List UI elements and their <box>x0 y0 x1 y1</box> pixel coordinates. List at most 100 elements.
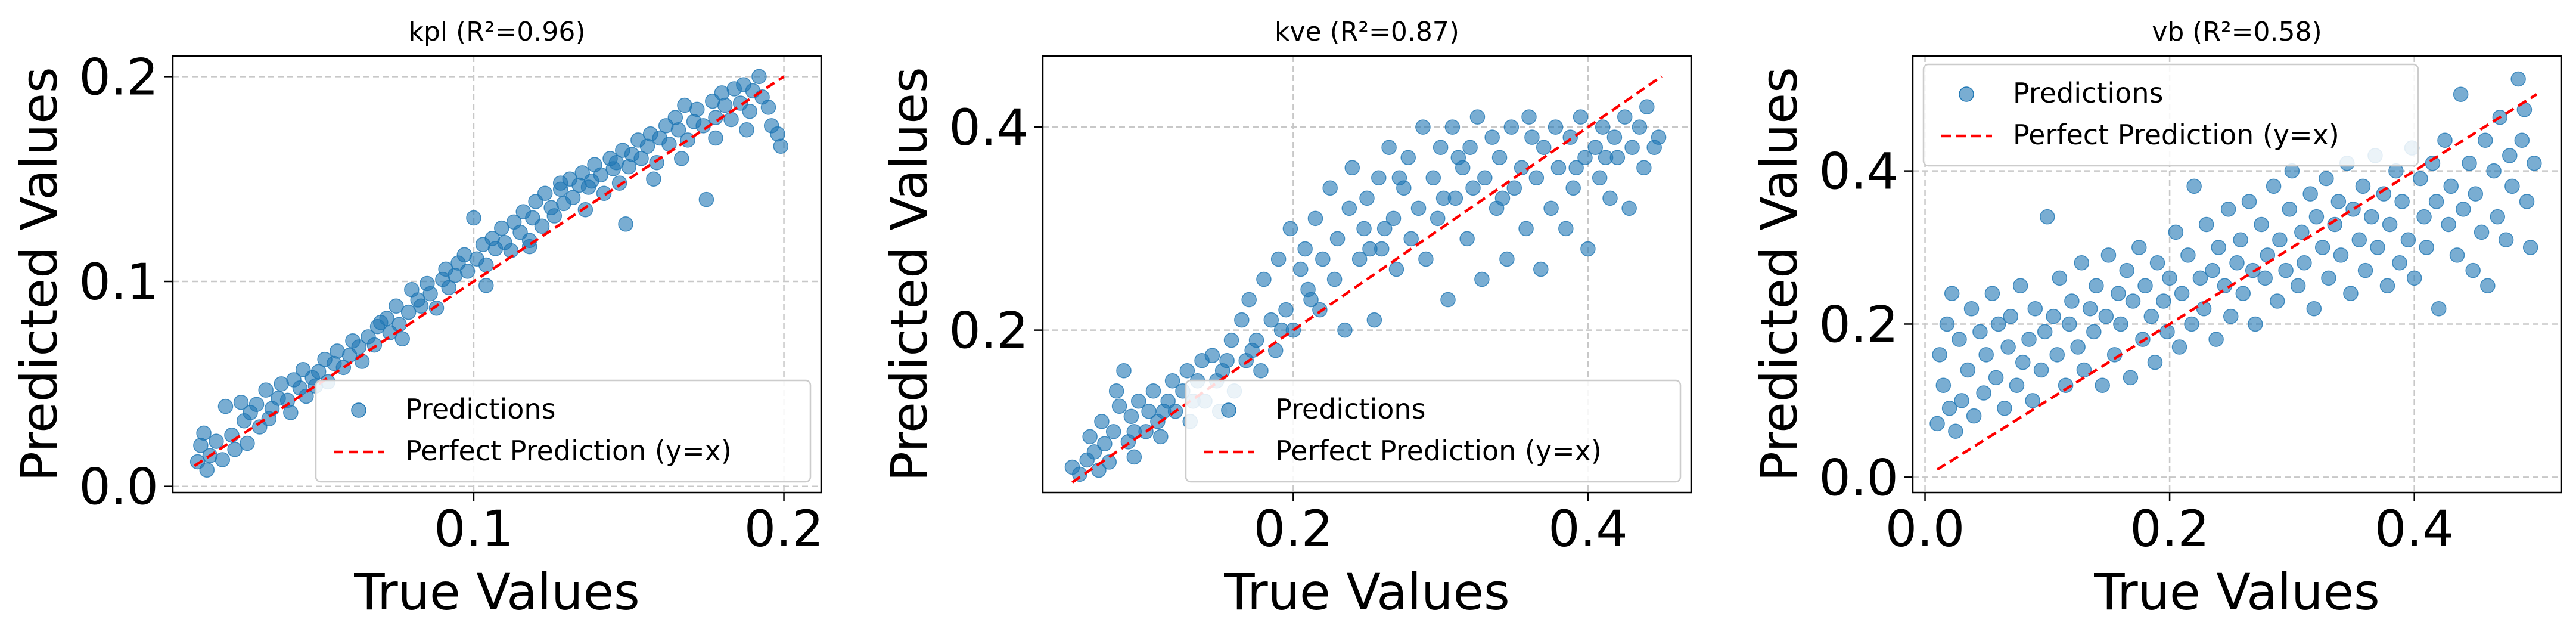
data-point <box>2003 308 2018 324</box>
data-point <box>534 218 550 234</box>
data-point <box>2297 255 2312 271</box>
data-point <box>2046 308 2061 324</box>
data-point <box>1990 316 2006 332</box>
data-point <box>1130 394 1146 409</box>
y-axis-title: Predicted Values <box>880 67 939 481</box>
data-point <box>2186 178 2202 194</box>
data-point <box>1972 324 1988 340</box>
data-point <box>1097 436 1113 452</box>
data-point <box>1410 200 1427 216</box>
data-point <box>1939 316 1955 332</box>
data-point <box>1997 400 2012 416</box>
data-point <box>1371 170 1387 186</box>
data-point <box>1580 241 1596 257</box>
data-point <box>1337 322 1353 338</box>
data-point <box>1521 109 1537 125</box>
x-tick-label: 0.2 <box>1254 500 1334 558</box>
data-point <box>1465 180 1481 196</box>
data-point <box>2498 232 2514 247</box>
legend-label-predictions: Predictions <box>405 393 555 425</box>
data-point <box>1558 221 1574 237</box>
data-point <box>1976 385 1991 401</box>
data-point <box>2058 377 2074 393</box>
data-point <box>2241 194 2257 209</box>
data-point <box>1116 363 1132 379</box>
data-point <box>2449 247 2465 263</box>
y-tick-label: 0.4 <box>1819 143 1898 201</box>
data-point <box>2490 209 2506 225</box>
data-point <box>1111 398 1127 414</box>
data-point <box>1550 160 1567 176</box>
data-point <box>577 202 593 218</box>
x-axis-title: True Values <box>353 563 640 621</box>
data-point <box>413 298 429 314</box>
data-point <box>209 433 224 449</box>
legend: Predictions Perfect Prediction (y=x) <box>315 379 812 483</box>
data-point <box>2074 255 2090 271</box>
data-point <box>2413 171 2428 187</box>
data-point <box>2233 232 2248 247</box>
data-point <box>1126 449 1142 465</box>
data-point <box>2392 255 2407 271</box>
data-point <box>2168 224 2184 240</box>
data-point <box>1270 251 1287 267</box>
data-point <box>596 185 612 202</box>
data-point <box>593 167 609 183</box>
data-point <box>2100 247 2117 263</box>
data-point <box>552 175 568 191</box>
data-point <box>2376 186 2392 202</box>
data-point <box>2052 270 2068 286</box>
data-point <box>1469 109 1486 125</box>
data-point <box>2522 240 2538 255</box>
data-point <box>1307 210 1323 227</box>
data-point <box>1179 363 1195 379</box>
data-point <box>2437 132 2453 148</box>
data-point <box>1263 312 1279 328</box>
data-point <box>2302 186 2318 202</box>
data-point <box>2000 339 2016 355</box>
data-point <box>1935 377 1952 393</box>
data-point <box>2208 332 2224 347</box>
legend-label-perfect-prediction: Perfect Prediction (y=x) <box>405 435 732 467</box>
legend-label-predictions: Predictions <box>2013 77 2163 109</box>
data-point <box>1952 332 1967 347</box>
data-point <box>2419 240 2434 255</box>
data-point <box>1108 383 1124 399</box>
data-point <box>1587 140 1604 155</box>
data-point <box>2282 202 2298 217</box>
legend: Predictions Perfect Prediction (y=x) <box>1922 63 2419 167</box>
data-point <box>227 442 243 457</box>
data-point <box>646 171 661 187</box>
data-point <box>2327 216 2342 233</box>
x-tick-label: 0.4 <box>1548 500 1628 558</box>
data-point <box>2095 377 2110 393</box>
data-point <box>2510 71 2526 87</box>
data-point <box>2220 202 2236 217</box>
data-point <box>2064 293 2080 309</box>
data-point <box>1385 210 1402 227</box>
data-point <box>1450 150 1466 165</box>
data-point <box>1978 347 1994 363</box>
data-point <box>1164 373 1180 389</box>
y-tick-label: 0.2 <box>949 302 1028 360</box>
data-point <box>1632 119 1648 135</box>
data-point <box>1425 170 1441 186</box>
panel-kpl: 0.1 0.2 0.0 0.1 0.2 kpl (R²=0.96) True Values P… <box>10 17 824 621</box>
data-point <box>1362 241 1378 257</box>
y-axis-title: Predicted Values <box>1750 67 1809 481</box>
data-point <box>2180 247 2196 263</box>
data-point <box>1621 200 1637 216</box>
data-point <box>2453 86 2469 102</box>
data-point <box>1577 150 1593 165</box>
data-point <box>1072 466 1087 482</box>
data-point <box>1624 140 1640 155</box>
data-point <box>2355 178 2371 194</box>
data-point <box>1241 292 1257 308</box>
data-point <box>2037 324 2053 340</box>
axes-frame <box>1912 55 2562 494</box>
data-point <box>2428 194 2444 209</box>
data-point <box>1988 370 2004 386</box>
data-point <box>1543 200 1559 216</box>
data-point <box>1244 342 1260 358</box>
data-point <box>2321 270 2336 286</box>
